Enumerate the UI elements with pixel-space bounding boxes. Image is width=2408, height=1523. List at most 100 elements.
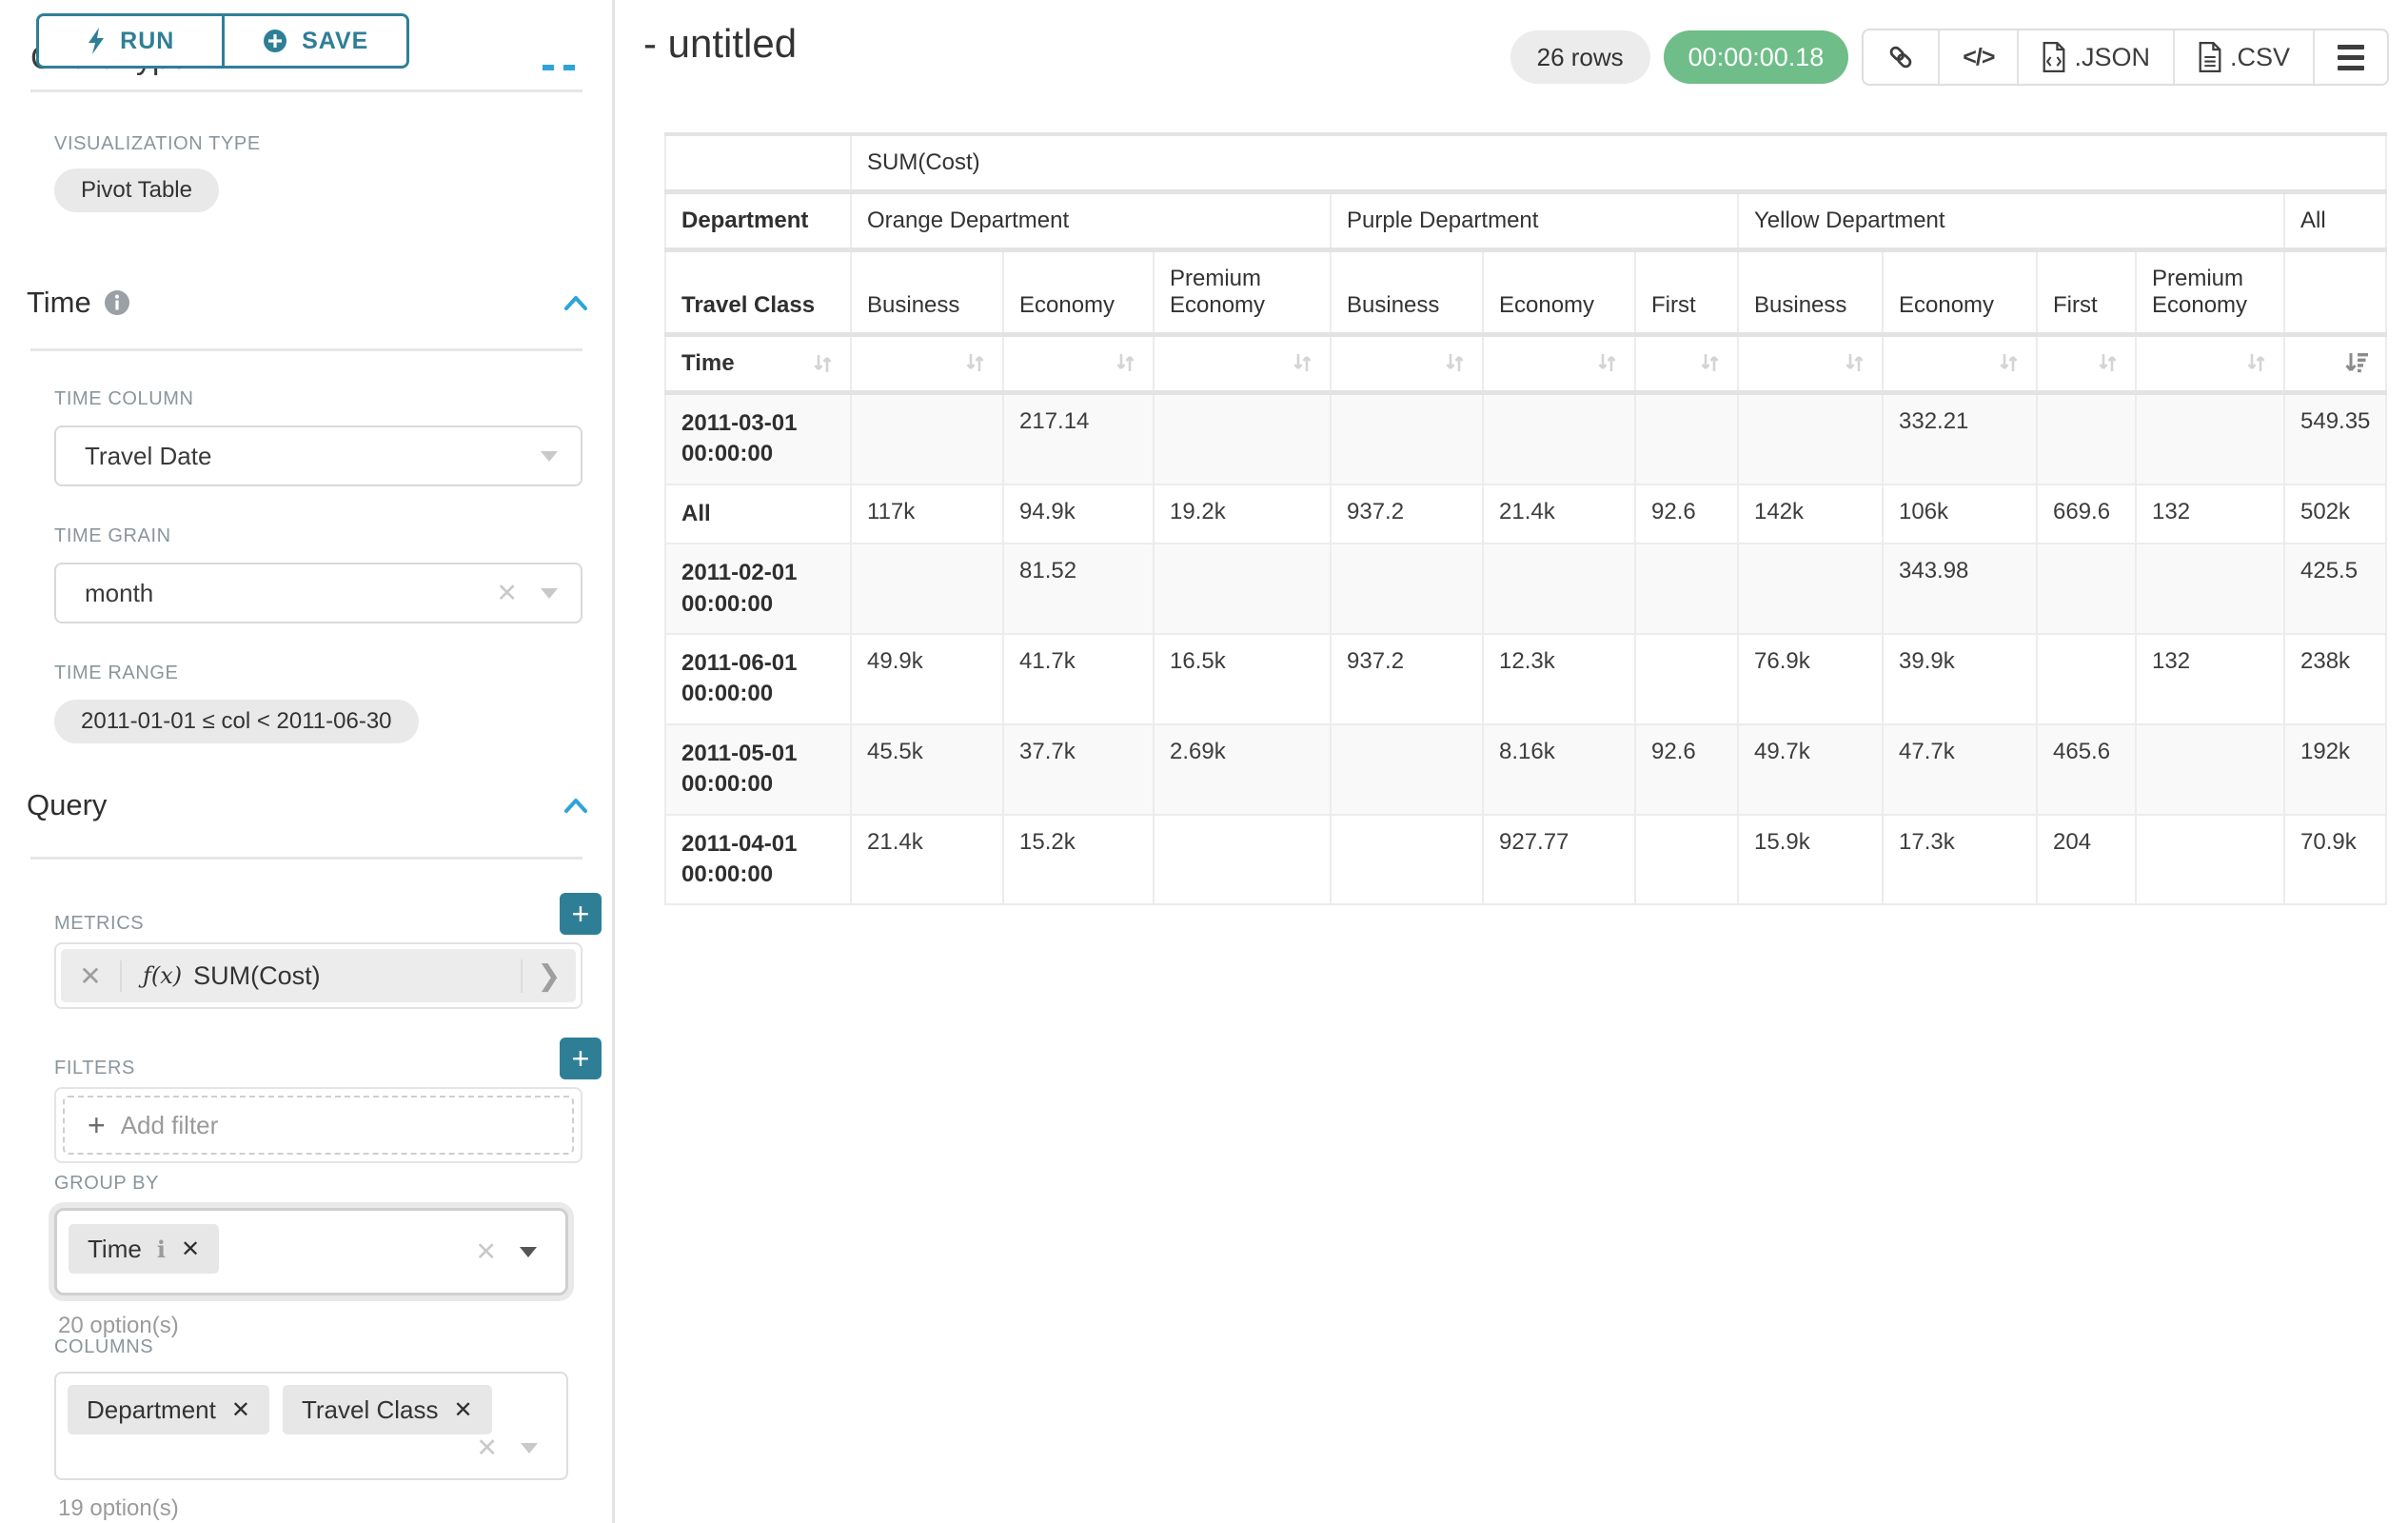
pivot-table: SUM(Cost) Department Orange Department Purp… — [664, 132, 2388, 906]
info-icon: i — [156, 1235, 166, 1263]
sort-header-cell[interactable] — [1634, 333, 1739, 394]
sort-header-cell[interactable] — [1882, 333, 2038, 394]
sort-header-cell[interactable]: Time — [664, 333, 852, 394]
sort-arrows-icon — [1293, 354, 1312, 371]
table-row: 2011-05-01 00:00:00 45.5k 37.7k 2.69k 8.16k 9… — [664, 722, 2388, 816]
clear-icon[interactable]: ✕ — [476, 1433, 498, 1462]
sort-arrows-icon — [2000, 354, 2018, 371]
pivot-cell — [2036, 391, 2137, 485]
sort-header-cell[interactable] — [1482, 333, 1636, 394]
selected-option-tag[interactable]: Department ✕ — [68, 1385, 269, 1434]
sort-header-cell[interactable] — [1153, 333, 1332, 394]
time-grain-select[interactable]: month ✕ — [54, 563, 582, 623]
sort-arrows-icon — [1446, 354, 1464, 371]
pivot-cell: 192k — [2282, 722, 2388, 816]
add-metric-button[interactable]: + — [560, 893, 602, 935]
selected-option-tag[interactable]: Time i ✕ — [69, 1224, 220, 1274]
sort-desc-icon — [2345, 353, 2369, 373]
sort-header-cell[interactable] — [2135, 333, 2285, 394]
hamburger-icon — [2338, 44, 2364, 70]
pivot-cell: 549.35 — [2282, 391, 2388, 485]
table-row: All 117k 94.9k 19.2k 937.2 21.4k 92.6 142k 106k 6… — [664, 483, 2388, 545]
remove-tag-icon[interactable]: ✕ — [230, 1396, 250, 1423]
pivot-cell — [2135, 813, 2285, 906]
group-by-select[interactable]: Time i ✕ ✕ — [54, 1208, 568, 1296]
pivot-cell — [1153, 813, 1332, 906]
pivot-row-header: All — [664, 483, 852, 545]
tag-label: Department — [87, 1394, 216, 1424]
pivot-cell: 937.2 — [1330, 632, 1484, 725]
pivot-cell — [850, 391, 1004, 485]
chevron-tip-icon — [543, 65, 554, 70]
clear-icon[interactable]: ✕ — [496, 578, 518, 607]
chevron-up-icon[interactable] — [562, 292, 590, 313]
clear-icon[interactable]: ✕ — [475, 1236, 497, 1266]
sort-arrows-icon — [1701, 354, 1719, 371]
pivot-cell: 937.2 — [1330, 483, 1484, 545]
embed-code-button[interactable]: </> — [1940, 30, 2020, 84]
divider — [30, 89, 582, 92]
pivot-col-header — [2282, 248, 2388, 336]
chevron-up-icon[interactable] — [562, 795, 590, 816]
run-button[interactable]: RUN — [39, 16, 225, 66]
sort-arrows-icon — [2247, 354, 2265, 371]
pivot-cell: 204 — [2036, 813, 2137, 906]
time-range-pill[interactable]: 2011-01-01 ≤ col < 2011-06-30 — [54, 700, 419, 743]
metric-header: SUM(Cost) — [849, 133, 2388, 193]
pivot-corner-cell — [664, 133, 852, 193]
time-column-value: Travel Date — [85, 441, 212, 470]
pivot-cell: 15.2k — [1002, 813, 1155, 906]
chevron-right-icon[interactable]: ❯ — [521, 959, 576, 993]
pivot-cell — [2036, 632, 2137, 725]
time-grain-label: TIME GRAIN — [54, 525, 171, 546]
export-json-button[interactable]: .JSON — [2019, 30, 2175, 84]
sort-header-cell[interactable] — [850, 333, 1004, 394]
columns-select[interactable]: Department ✕ Travel Class ✕ ✕ — [54, 1372, 568, 1480]
copy-link-button[interactable] — [1864, 30, 1941, 84]
add-filter-button[interactable]: + Add filter — [63, 1096, 574, 1155]
sort-header-cell[interactable] — [2036, 333, 2137, 394]
remove-tag-icon[interactable]: ✕ — [453, 1396, 473, 1423]
column-group-header: Yellow Department — [1737, 190, 2285, 251]
pivot-cell: 927.77 — [1482, 813, 1636, 906]
table-row: 2011-03-01 00:00:00 217.14 332.21 549.35 — [664, 391, 2388, 485]
plus-icon: + — [88, 1107, 106, 1142]
viz-type-pill[interactable]: Pivot Table — [54, 168, 219, 212]
sort-header-cell[interactable] — [1737, 333, 1884, 394]
pivot-cell: 39.9k — [1882, 632, 2038, 725]
sort-arrows-icon — [966, 354, 984, 371]
more-options-button[interactable] — [2315, 30, 2387, 84]
divider — [30, 857, 582, 860]
pivot-cell: 238k — [2282, 632, 2388, 725]
selected-option-tag[interactable]: Travel Class ✕ — [282, 1385, 492, 1434]
caret-down-icon — [541, 587, 558, 599]
pivot-col-header: Economy — [1882, 248, 2038, 336]
pivot-cell: 21.4k — [1482, 483, 1636, 545]
metric-item[interactable]: ✕ ƒ(x) SUM(Cost) ❯ — [61, 949, 576, 1002]
fx-icon: ƒ(x) — [143, 962, 183, 989]
pivot-cell: 142k — [1737, 483, 1884, 545]
pivot-cell: 19.2k — [1153, 483, 1332, 545]
time-column-select[interactable]: Travel Date — [54, 425, 582, 486]
file-text-icon — [2199, 42, 2221, 72]
add-filter-plus-button[interactable]: + — [560, 1038, 602, 1079]
remove-tag-icon[interactable]: ✕ — [180, 1236, 201, 1262]
pivot-cell — [1482, 543, 1636, 635]
caret-down-icon — [521, 1442, 538, 1454]
export-csv-button[interactable]: .CSV — [2175, 30, 2315, 84]
column-group-header: Orange Department — [850, 190, 1332, 251]
pivot-cell: 92.6 — [1634, 483, 1739, 545]
remove-metric-icon[interactable]: ✕ — [61, 959, 122, 992]
caret-down-icon — [520, 1246, 537, 1257]
save-button[interactable]: SAVE — [224, 16, 406, 66]
pivot-cell: 49.9k — [850, 632, 1004, 725]
sort-header-cell[interactable] — [2282, 333, 2388, 394]
sort-header-cell[interactable] — [1330, 333, 1484, 394]
viz-type-label: VISUALIZATION TYPE — [54, 133, 261, 154]
pivot-cell: 41.7k — [1002, 632, 1155, 725]
sort-arrows-icon — [1116, 354, 1135, 371]
pivot-col-header: Business — [850, 248, 1004, 336]
metrics-box: ✕ ƒ(x) SUM(Cost) ❯ — [54, 942, 582, 1009]
pivot-cell — [1330, 391, 1484, 485]
sort-header-cell[interactable] — [1002, 333, 1155, 394]
